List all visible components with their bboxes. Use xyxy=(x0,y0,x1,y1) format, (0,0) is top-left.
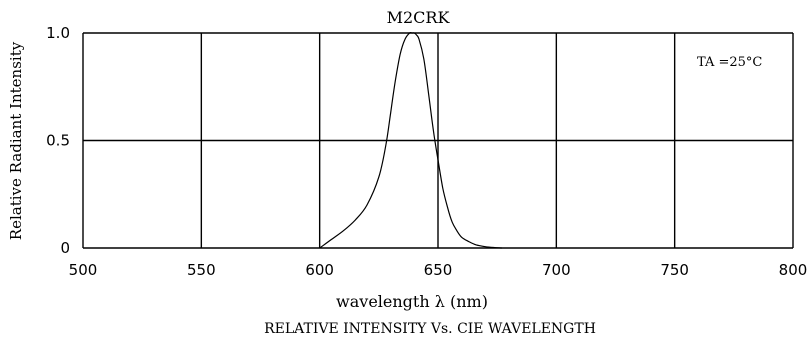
x-tick-label: 650 xyxy=(424,261,453,279)
x-tick-label: 500 xyxy=(69,261,98,279)
x-tick-label: 750 xyxy=(660,261,689,279)
chart-title: M2CRK xyxy=(387,8,451,27)
grid-lines xyxy=(82,32,794,249)
x-tick-label: 700 xyxy=(542,261,571,279)
x-tick-label: 550 xyxy=(187,261,216,279)
intensity-curve xyxy=(319,31,502,249)
x-axis-label: wavelength λ (nm) xyxy=(336,292,488,311)
y-tick-label: 0.5 xyxy=(46,132,70,150)
temperature-annotation: TA =25°C xyxy=(697,55,762,70)
y-tick-label: 0 xyxy=(60,239,70,257)
x-tick-label: 600 xyxy=(305,261,334,279)
y-tick-label: 1.0 xyxy=(46,24,70,42)
x-tick-label: 800 xyxy=(779,261,808,279)
y-tick-labels: 0 0.5 1.0 xyxy=(46,24,70,257)
x-tick-labels: 500 550 600 650 700 750 800 xyxy=(69,261,808,279)
chart-caption: RELATIVE INTENSITY Vs. CIE WAVELENGTH xyxy=(264,321,596,337)
y-axis-label: Relative Radiant Intensity xyxy=(7,41,25,240)
